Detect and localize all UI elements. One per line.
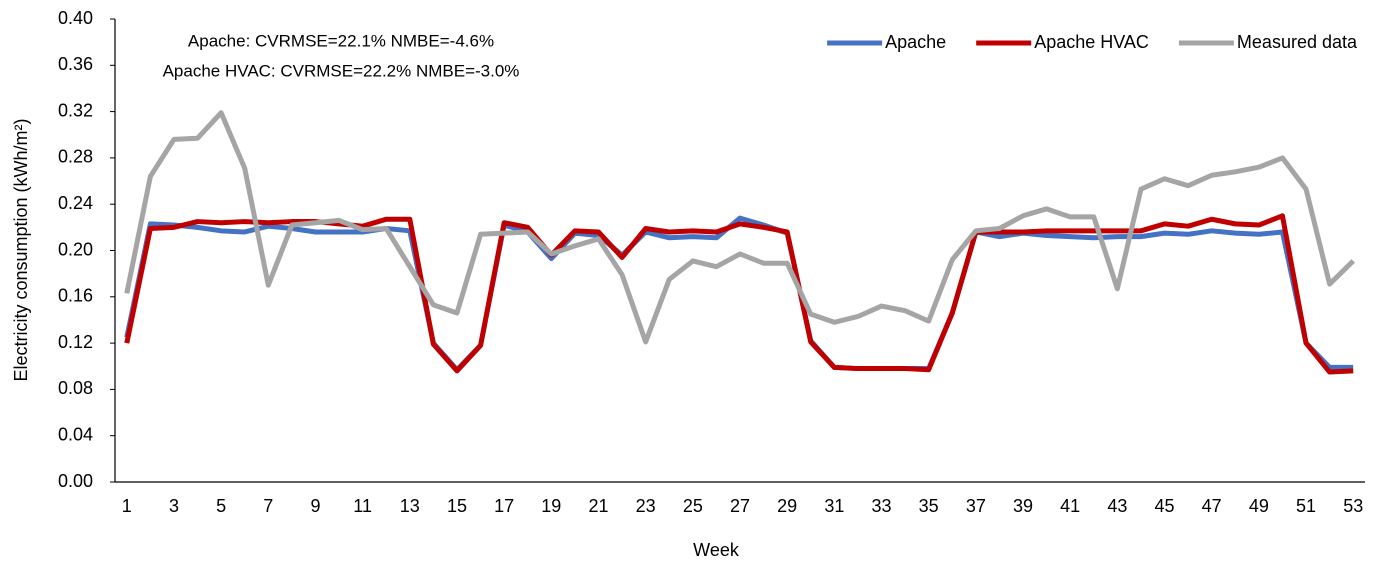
x-tick-label: 17 [494, 496, 514, 516]
y-tick-label: 0.28 [58, 147, 93, 167]
x-tick-label: 29 [777, 496, 797, 516]
x-tick-label: 53 [1343, 496, 1363, 516]
x-axis-title: Week [693, 540, 740, 560]
x-tick-label: 5 [216, 496, 226, 516]
x-tick-label: 39 [1013, 496, 1033, 516]
x-tick-label: 7 [263, 496, 273, 516]
line-series [124, 110, 1355, 345]
x-tick-label: 41 [1060, 496, 1080, 516]
legend-label: Apache HVAC [1034, 32, 1149, 52]
x-tick-label: 1 [122, 496, 132, 516]
x-tick-label: 19 [541, 496, 561, 516]
y-tick-label: 0.36 [58, 54, 93, 74]
x-tick-label: 47 [1202, 496, 1222, 516]
x-tick-label: 35 [919, 496, 939, 516]
annotation: Apache: CVRMSE=22.1% NMBE=-4.6% [188, 31, 494, 50]
y-tick-label: 0.00 [58, 471, 93, 491]
x-tick-label: 33 [871, 496, 891, 516]
y-tick-label: 0.32 [58, 100, 93, 120]
x-tick-label: 37 [966, 496, 986, 516]
x-tick-label: 23 [636, 496, 656, 516]
y-tick-label: 0.04 [58, 424, 93, 444]
legend-label: Measured data [1237, 32, 1358, 52]
y-tick-label: 0.40 [58, 8, 93, 28]
x-tick-label: 25 [683, 496, 703, 516]
y-tick-label: 0.12 [58, 332, 93, 352]
x-tick-label: 15 [447, 496, 467, 516]
y-tick-label: 0.20 [58, 239, 93, 259]
y-tick-label: 0.24 [58, 193, 93, 213]
annotation: Apache HVAC: CVRMSE=22.2% NMBE=-3.0% [163, 61, 520, 80]
y-axis-title: Electricity consumption (kWh/m²) [11, 118, 31, 381]
legend-label: Apache [885, 32, 946, 52]
x-tick-label: 11 [353, 496, 372, 516]
x-tick-label: 31 [824, 496, 844, 516]
x-tick-label: 45 [1155, 496, 1175, 516]
y-tick-label: 0.16 [58, 286, 93, 306]
y-tick-label: 0.08 [58, 378, 93, 398]
x-tick-label: 3 [169, 496, 179, 516]
x-tick-label: 13 [400, 496, 420, 516]
line-series [124, 215, 1354, 373]
x-tick-label: 27 [730, 496, 750, 516]
line-series [124, 213, 1354, 375]
x-tick-label: 21 [588, 496, 608, 516]
x-tick-label: 43 [1107, 496, 1127, 516]
x-tick-label: 51 [1296, 496, 1316, 516]
x-tick-label: 9 [310, 496, 320, 516]
x-tick-label: 49 [1249, 496, 1269, 516]
